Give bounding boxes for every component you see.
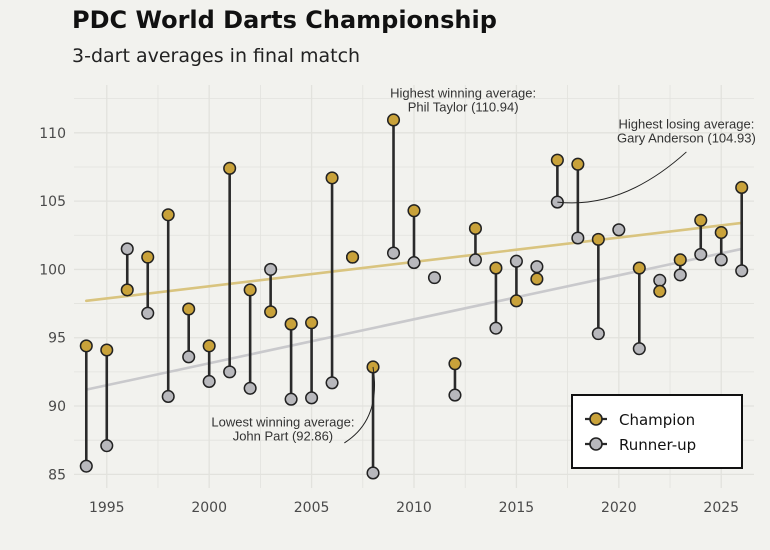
champion-point [714, 225, 728, 240]
annotation-text: Phil Taylor (110.94) [408, 99, 519, 114]
data-points [79, 113, 749, 480]
runner-up-point [141, 306, 155, 320]
champion-point [550, 153, 564, 167]
champion-point [120, 283, 134, 297]
runner-up-point [223, 365, 237, 379]
champion-point [223, 161, 237, 175]
annotation-text: John Part (92.86) [233, 429, 333, 444]
y-tick-label: 95 [48, 331, 66, 347]
annotation-text: Highest winning average: [390, 85, 536, 100]
champion-point [305, 316, 319, 330]
champion-point [407, 204, 421, 218]
annotation-text: Lowest winning average: [211, 415, 354, 430]
runner-up-point [366, 466, 380, 480]
legend: Champion Runner-up [571, 394, 743, 469]
chart-subtitle: 3-dart averages in final match [72, 45, 361, 67]
legend-dot-runner-up [589, 437, 603, 451]
legend-label-runner-up: Runner-up [619, 436, 696, 454]
champion-point [468, 221, 482, 235]
y-tick-label: 100 [39, 262, 66, 278]
x-tick-label: 2010 [396, 500, 432, 516]
runner-up-point [264, 262, 278, 276]
x-tick-label: 2020 [601, 500, 637, 516]
champion-point [182, 302, 196, 316]
champion-point [653, 284, 667, 298]
annotation-text: Gary Anderson (104.93) [617, 131, 756, 146]
runner-up-point [530, 260, 544, 274]
y-tick-label: 110 [39, 126, 66, 142]
chart-title: PDC World Darts Championship [72, 6, 497, 34]
champion-point [100, 343, 114, 357]
champion-point [530, 272, 544, 286]
runner-up-point [735, 264, 749, 278]
runner-up-point [284, 392, 298, 406]
champion-point [571, 157, 585, 171]
runner-up-point [468, 253, 482, 267]
champion-point [141, 250, 155, 264]
champion-point [735, 180, 749, 195]
annotation-leader [557, 151, 687, 204]
runner-up-point [100, 439, 114, 453]
runner-up-point [509, 254, 523, 268]
annotation-text: Highest losing average: [618, 117, 754, 132]
legend-dot-champion [589, 412, 603, 426]
champion-point [325, 171, 339, 185]
runner-up-point [243, 381, 257, 395]
champion-point [386, 113, 401, 127]
champion-point [79, 339, 93, 353]
legend-label-champion: Champion [619, 411, 695, 429]
runner-up-point [612, 223, 626, 237]
runner-up-point [694, 247, 708, 261]
runner-up-point [653, 273, 667, 287]
runner-up-point [448, 388, 462, 402]
runner-up-point [182, 350, 196, 364]
champion-point [509, 294, 523, 308]
y-tick-label: 90 [48, 399, 66, 415]
runner-up-point [202, 374, 216, 388]
x-tick-label: 2015 [499, 500, 535, 516]
champion-point [673, 253, 687, 267]
trendline-runner-up [84, 247, 744, 391]
runner-up-point [489, 321, 503, 335]
champion-point [346, 250, 360, 264]
runner-up-point [325, 376, 339, 390]
champion-point [632, 261, 646, 275]
champion-point [489, 261, 503, 275]
runner-up-point [714, 253, 728, 267]
legend-box [571, 394, 743, 469]
runner-up-point [386, 246, 401, 260]
champion-point [264, 305, 278, 319]
y-tick-label: 85 [48, 467, 66, 483]
champion-point [202, 339, 216, 353]
runner-up-point [571, 231, 585, 245]
x-tick-label: 2000 [191, 500, 227, 516]
axis-tick-labels: 1995 2000 2005 2010 2015 2020 2025 85 90 95 100 105… [39, 126, 739, 516]
champion-point [284, 317, 298, 331]
champion-point [448, 357, 462, 371]
x-tick-label: 1995 [89, 500, 125, 516]
champion-point [591, 232, 605, 246]
x-tick-label: 2005 [294, 500, 330, 516]
runner-up-point [673, 268, 687, 282]
champion-point [694, 213, 708, 227]
champion-point [243, 283, 257, 297]
legend-item-runner-up: Runner-up [585, 436, 696, 454]
annotation-leader [344, 366, 376, 444]
runner-up-point [305, 391, 319, 405]
runner-up-point [79, 459, 93, 473]
champion-point [161, 208, 175, 222]
annotations: Highest winning average:Phil Taylor (110… [211, 85, 755, 443]
legend-item-champion: Champion [585, 411, 695, 429]
runner-up-point [161, 389, 175, 404]
runner-up-point [591, 327, 605, 341]
runner-up-point [407, 256, 421, 270]
grid-lines [74, 85, 754, 488]
runner-up-point [632, 342, 646, 356]
x-tick-label: 2025 [703, 500, 739, 516]
runner-up-point [120, 242, 134, 256]
y-tick-label: 105 [39, 194, 66, 210]
runner-up-point [427, 271, 442, 285]
